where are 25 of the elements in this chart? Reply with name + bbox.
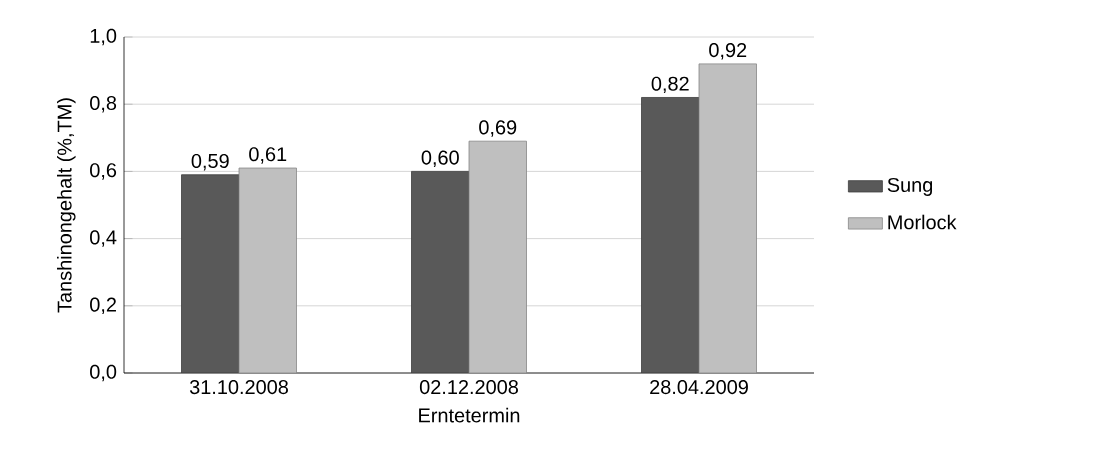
- y-tick-label: 0,4: [90, 230, 117, 247]
- data-label: 0,92: [709, 43, 747, 60]
- data-label: 0,59: [191, 153, 229, 171]
- y-tick-label: 0,8: [90, 95, 117, 113]
- y-tick-label: 0,6: [90, 163, 117, 180]
- y-tick-label: 0,2: [90, 297, 116, 315]
- x-tick-label: 31.10.2008: [189, 380, 288, 395]
- data-label: 0,61: [249, 147, 287, 164]
- y-tick-label: 1,0: [90, 28, 117, 46]
- data-label: 0,60: [421, 150, 459, 168]
- bar: [411, 171, 470, 373]
- bar: [181, 174, 240, 373]
- bar: [238, 167, 297, 373]
- legend-label: Morlock: [888, 214, 957, 230]
- bar: [641, 97, 700, 373]
- legend-label: Sung: [887, 177, 933, 196]
- y-axis-title: Tanshinongehalt (%,TM): [57, 98, 76, 313]
- x-tick-label: 28.04.2009: [650, 380, 748, 395]
- data-label: 0,69: [479, 120, 517, 137]
- bar: [698, 63, 757, 373]
- data-label: 0,82: [651, 76, 689, 94]
- x-tick-label: 02.12.2008: [419, 380, 518, 395]
- y-tick-label: 0,0: [90, 364, 117, 382]
- x-axis-title: Erntetermin: [419, 407, 520, 423]
- bar: [468, 140, 527, 373]
